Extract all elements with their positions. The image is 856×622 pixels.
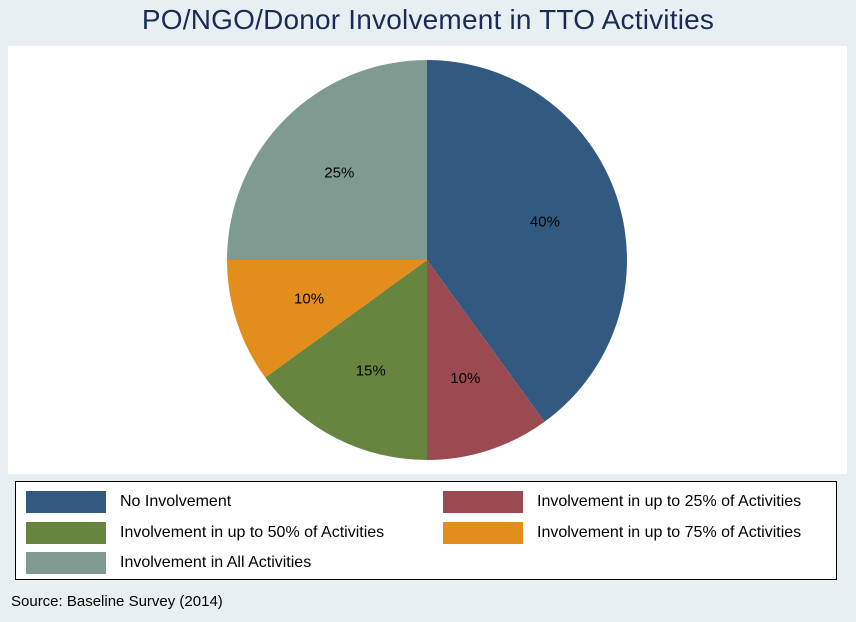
legend-label: Involvement in up to 75% of Activities — [537, 524, 802, 541]
legend-swatch — [26, 552, 106, 574]
legend-swatch — [443, 491, 523, 513]
plot-region: 40% 10% 15% 10% 25% — [8, 46, 847, 474]
pie-slice-up-to-75 — [227, 260, 427, 378]
legend-label: Involvement in All Activities — [120, 554, 312, 571]
legend-swatch — [443, 522, 523, 544]
source-note: Source: Baseline Survey (2014) — [11, 593, 223, 610]
slice-label-all-activities: 25% — [324, 164, 354, 181]
legend-label: Involvement in up to 25% of Activities — [537, 493, 802, 510]
slice-label-no-involvement: 40% — [530, 214, 560, 231]
legend: No Involvement Involvement in up to 25% … — [15, 481, 837, 580]
pie-slice-up-to-50 — [265, 260, 427, 460]
legend-swatch — [26, 522, 106, 544]
legend-item-up-to-50: Involvement in up to 50% of Activities — [26, 522, 384, 544]
slice-label-up-to-75: 10% — [294, 290, 324, 307]
legend-label: Involvement in up to 50% of Activities — [120, 524, 385, 541]
chart-title: PO/NGO/Donor Involvement in TTO Activiti… — [141, 4, 715, 35]
legend-label: No Involvement — [120, 493, 232, 510]
legend-item-up-to-25: Involvement in up to 25% of Activities — [443, 491, 801, 513]
legend-item-all-activities: Involvement in All Activities — [26, 552, 311, 574]
legend-swatch — [26, 491, 106, 513]
pie-slice-no-involvement — [427, 60, 627, 422]
legend-item-up-to-75: Involvement in up to 75% of Activities — [443, 522, 801, 544]
slice-label-up-to-25: 10% — [450, 370, 480, 387]
pie-slice-all-activities — [227, 60, 427, 260]
pie-chart: 40% 10% 15% 10% 25% — [227, 60, 627, 460]
pie-slice-up-to-25 — [427, 260, 545, 460]
slice-label-up-to-50: 15% — [356, 362, 386, 379]
legend-item-no-involvement: No Involvement — [26, 491, 231, 513]
